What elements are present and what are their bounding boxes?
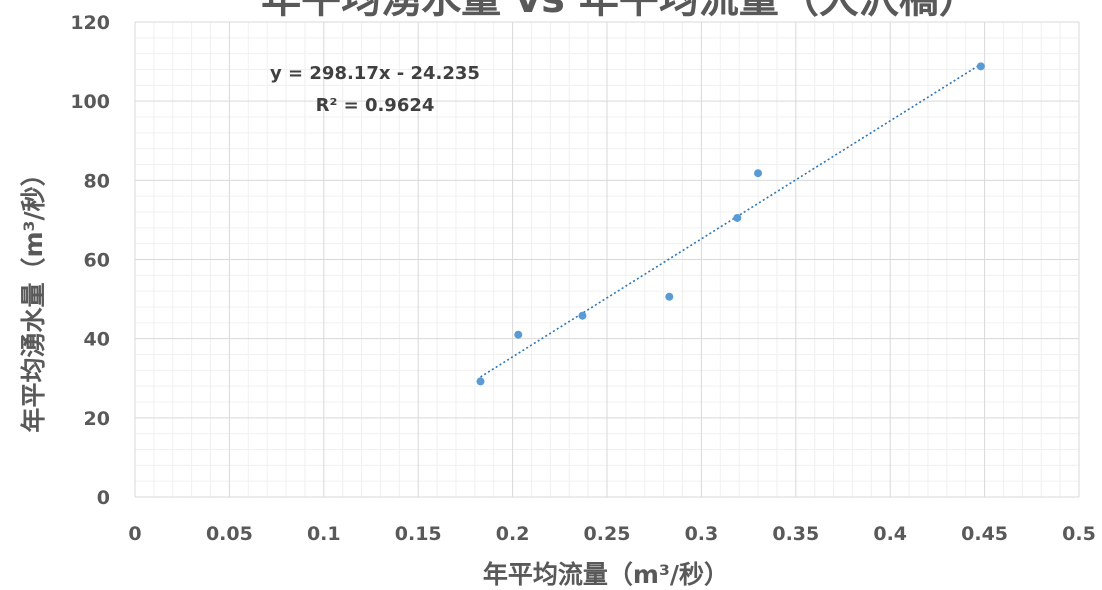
data-point [733, 213, 742, 222]
y-tick-label: 100 [70, 91, 110, 113]
x-tick-label: 0.25 [584, 523, 631, 545]
x-axis-title: 年平均流量（m³/秒） [483, 560, 729, 589]
x-tick-label: 0.3 [685, 523, 719, 545]
data-point [754, 169, 763, 178]
y-tick-label: 40 [84, 329, 110, 351]
trendline-equation: y = 298.17x - 24.235 [270, 63, 480, 84]
major-gridlines [134, 21, 1080, 498]
y-tick-label: 80 [84, 170, 110, 192]
y-tick-label: 60 [84, 250, 110, 272]
r-squared-label: R² = 0.9624 [316, 95, 435, 116]
data-points [476, 62, 985, 386]
y-tick-label: 20 [84, 408, 110, 430]
x-axis-tick-labels: 0 0.05 0.1 0.15 0.2 0.25 0.3 0.35 0.4 0.45 0.5 [128, 523, 1095, 545]
x-tick-label: 0.1 [307, 523, 341, 545]
x-tick-label: 0.45 [961, 523, 1008, 545]
x-tick-label: 0.5 [1062, 523, 1096, 545]
x-tick-label: 0.4 [873, 523, 907, 545]
y-tick-label: 120 [70, 12, 110, 34]
y-axis-title: 年平均湧水量（m³/秒） [19, 161, 48, 432]
data-point [578, 311, 587, 320]
x-tick-label: 0.35 [772, 523, 819, 545]
linear-trendline [480, 63, 982, 378]
x-tick-label: 0.05 [206, 523, 253, 545]
data-point [665, 292, 674, 301]
x-tick-label: 0 [128, 523, 141, 545]
data-point [514, 330, 523, 339]
chart-title: 年平均湧水量 vs 年平均流量（大沢橋） [261, 0, 979, 22]
data-point [976, 62, 985, 71]
y-tick-label: 0 [97, 487, 110, 509]
x-tick-label: 0.2 [496, 523, 530, 545]
x-tick-label: 0.15 [395, 523, 442, 545]
data-point [476, 377, 485, 386]
y-axis-tick-labels: 0 20 40 60 80 100 120 [70, 12, 110, 509]
